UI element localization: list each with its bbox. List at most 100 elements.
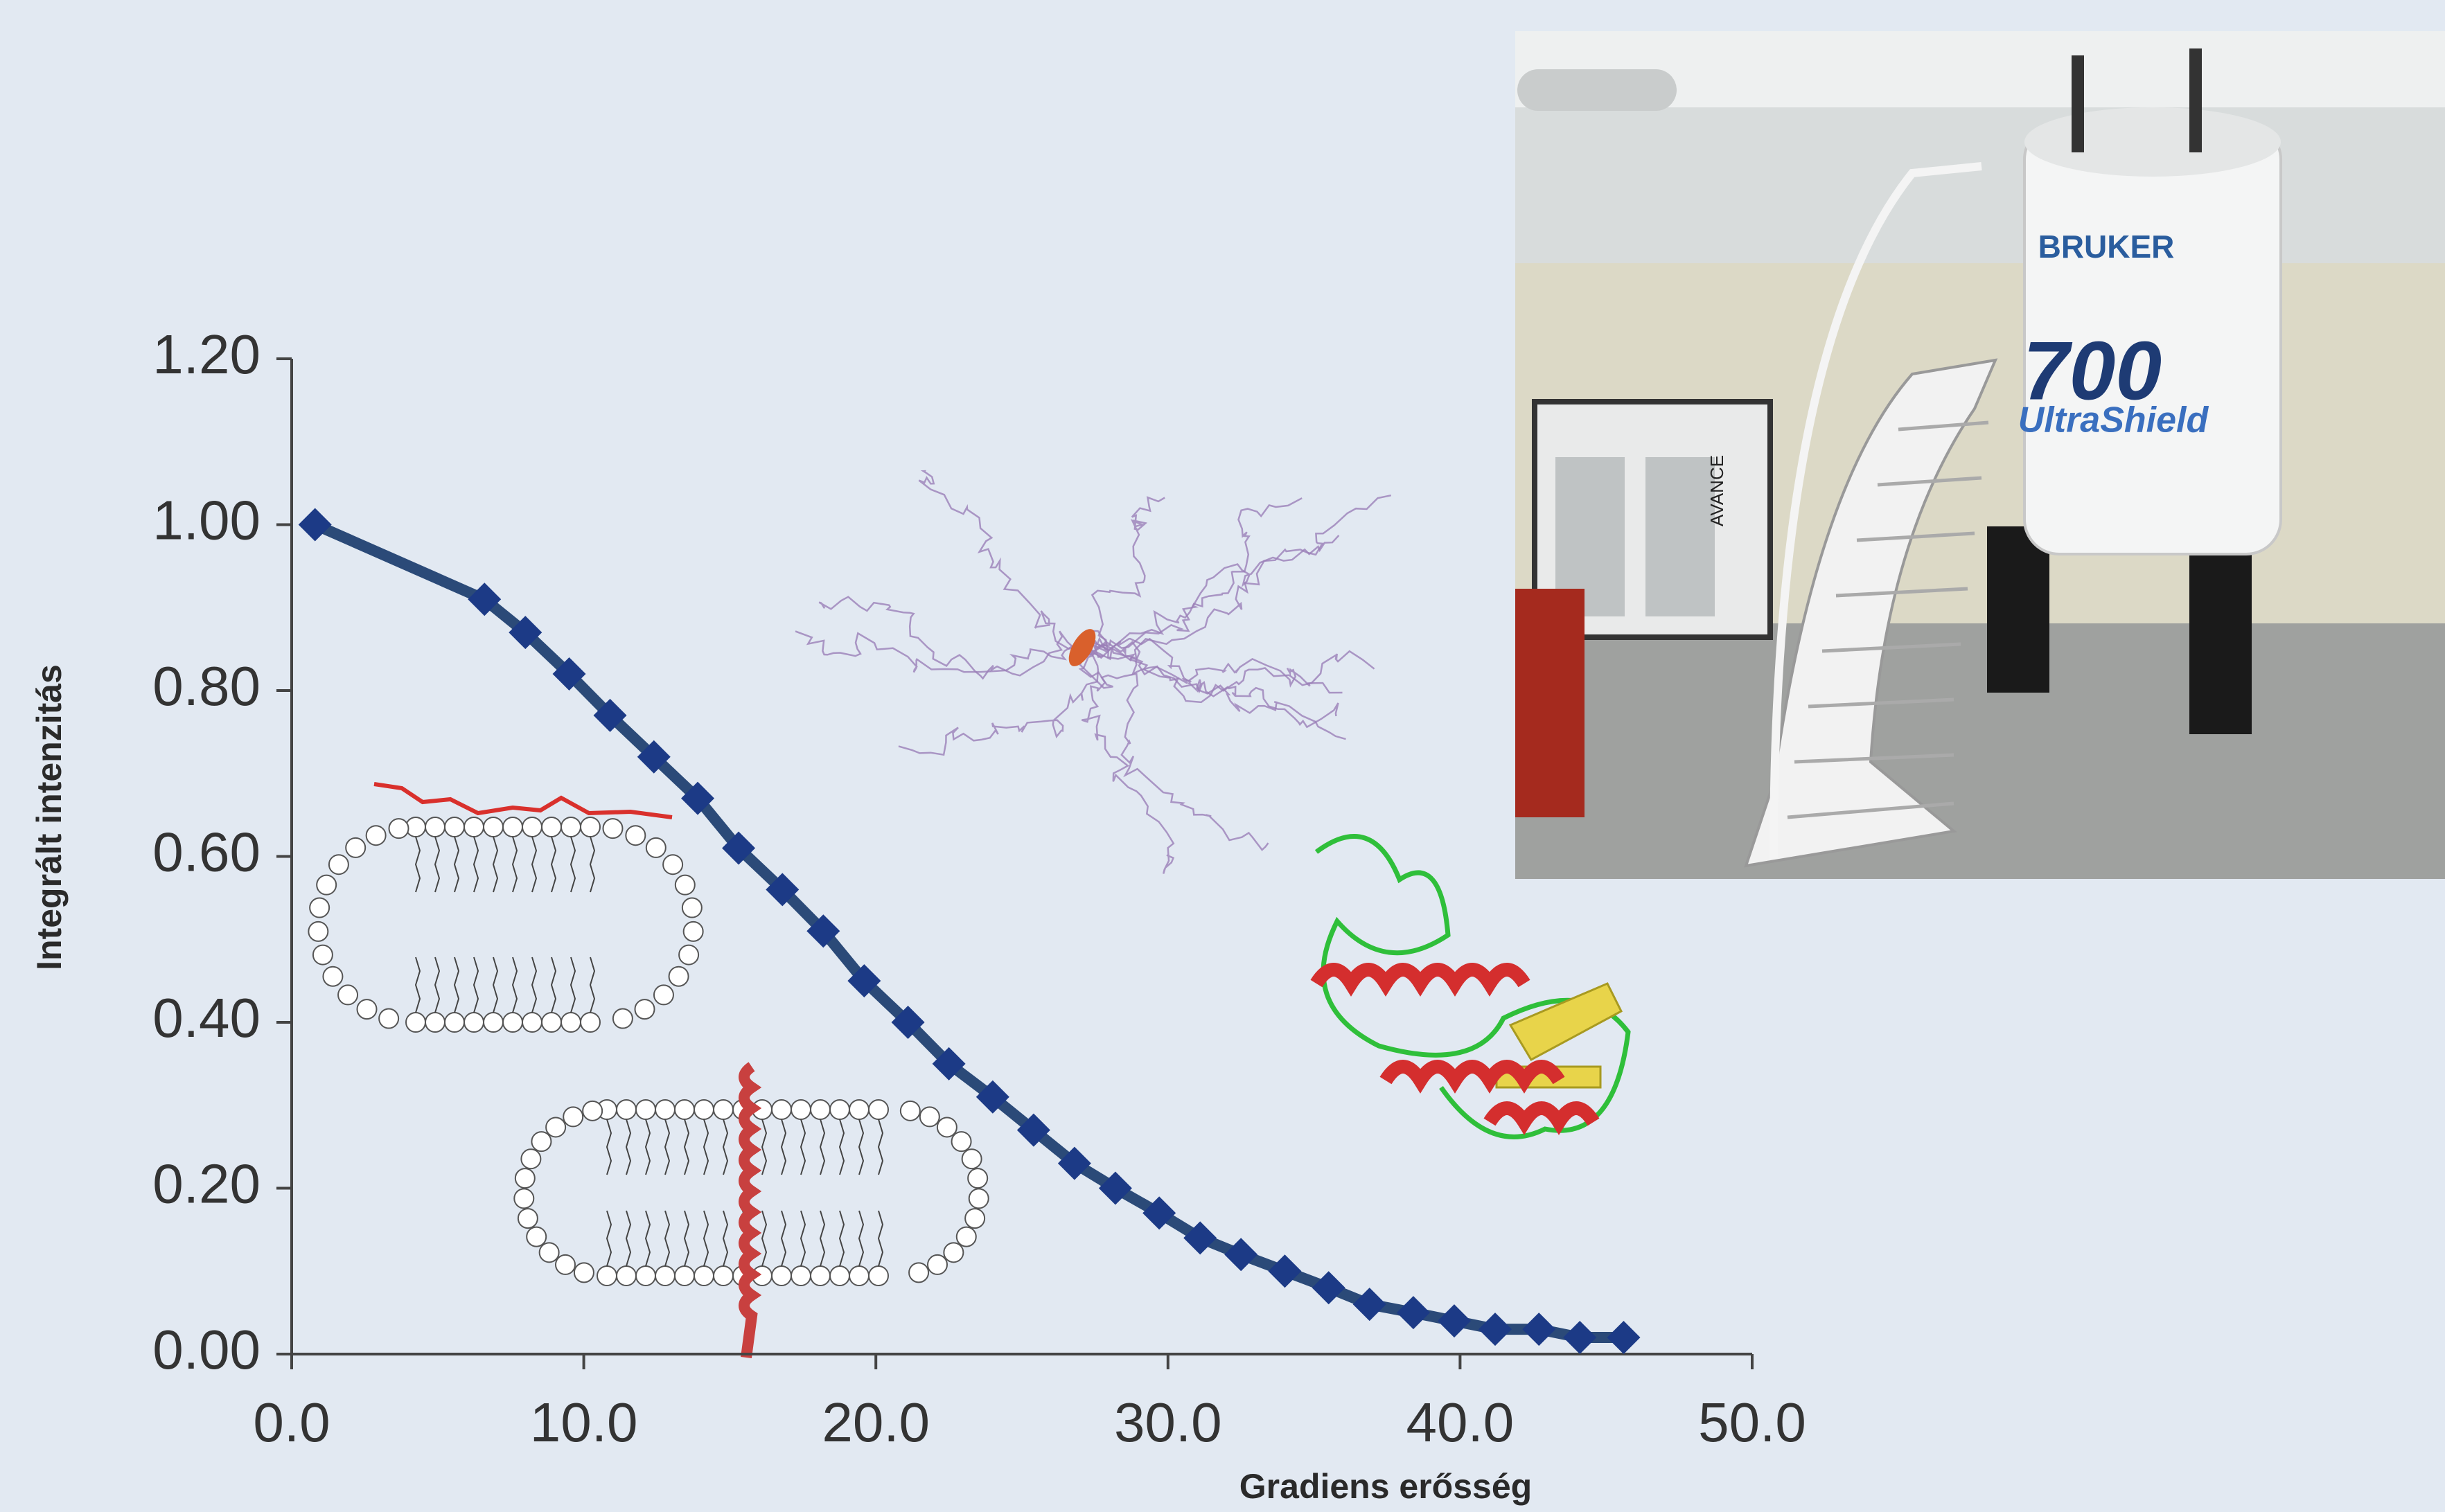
lipid-head xyxy=(655,1100,675,1119)
x-tick-label: 50.0 xyxy=(1698,1391,1806,1453)
lipid-head xyxy=(542,1013,561,1032)
lipid-head xyxy=(329,855,348,874)
lipid-head xyxy=(556,1255,575,1274)
lipid-head xyxy=(928,1255,947,1274)
lipid-head xyxy=(694,1266,714,1286)
lipid-head xyxy=(521,1149,540,1168)
lipid-head xyxy=(406,1013,425,1032)
lipid-head xyxy=(909,1263,928,1282)
lipid-head xyxy=(811,1266,830,1286)
lipid-head xyxy=(527,1227,546,1247)
lipid-head xyxy=(962,1149,982,1168)
lipid-head xyxy=(464,817,484,837)
lipid-head xyxy=(379,1009,398,1029)
lipid-head xyxy=(654,985,673,1004)
lipid-head xyxy=(540,1243,559,1262)
x-tick-label: 30.0 xyxy=(1114,1391,1222,1453)
lipid-head xyxy=(542,817,561,837)
lipid-head xyxy=(791,1266,811,1286)
lipid-head xyxy=(694,1100,714,1119)
lipid-head xyxy=(313,945,333,965)
lipid-head xyxy=(581,817,600,837)
lipid-head xyxy=(367,826,386,845)
lipid-head xyxy=(425,1013,445,1032)
lipid-head xyxy=(901,1101,920,1121)
page: AVANCE BRUKER 700 UltraShield Gradiens e… xyxy=(0,0,2445,1512)
lipid-head xyxy=(830,1266,849,1286)
lipid-head xyxy=(561,817,581,837)
lipid-head xyxy=(563,1107,583,1126)
lipid-head xyxy=(346,838,365,857)
lipid-head xyxy=(546,1117,565,1137)
lipid-head xyxy=(317,875,336,895)
lipid-head xyxy=(425,817,445,837)
lipid-head xyxy=(358,999,377,1019)
lipid-head xyxy=(308,922,328,941)
lipid-head xyxy=(617,1100,636,1119)
lipid-head xyxy=(389,819,409,838)
lipid-head xyxy=(849,1266,869,1286)
y-tick-label: 0.20 xyxy=(152,1153,261,1215)
y-tick-label: 1.00 xyxy=(152,490,261,551)
lipid-head xyxy=(484,817,503,837)
lipid-head xyxy=(583,1101,602,1121)
lipid-head xyxy=(655,1266,675,1286)
photo-console-text: AVANCE xyxy=(1706,455,1727,526)
lipid-head xyxy=(636,1100,655,1119)
lipid-head xyxy=(714,1266,733,1286)
lipid-head xyxy=(811,1100,830,1119)
photo-floor xyxy=(1515,623,2445,879)
lipid-head xyxy=(869,1100,888,1119)
lipid-head xyxy=(957,1227,976,1247)
lipid-head xyxy=(952,1132,971,1151)
photo-console-panel xyxy=(1645,457,1715,616)
lipid-head xyxy=(791,1100,811,1119)
y-tick-label: 0.60 xyxy=(152,821,261,883)
lipid-head xyxy=(646,838,666,857)
lipid-head xyxy=(937,1117,957,1137)
x-tick-label: 0.0 xyxy=(253,1391,330,1453)
lipid-head xyxy=(849,1100,869,1119)
lipid-head xyxy=(965,1209,985,1228)
photo-leg xyxy=(1987,526,2049,693)
lipid-head xyxy=(626,826,645,845)
photo-line: UltraShield xyxy=(2018,400,2209,441)
lipid-head xyxy=(603,819,622,838)
lipid-head xyxy=(682,898,702,918)
lipid-head xyxy=(531,1132,551,1151)
lipid-head xyxy=(522,817,542,837)
lipid-head xyxy=(944,1243,963,1262)
lipid-head xyxy=(613,1009,633,1029)
lipid-head xyxy=(445,1013,464,1032)
helix xyxy=(744,1067,752,1358)
lipid-head xyxy=(772,1266,791,1286)
lipid-head xyxy=(522,1013,542,1032)
lipid-head xyxy=(514,1189,533,1208)
photo: AVANCE BRUKER 700 UltraShield xyxy=(1515,31,2445,879)
lipid-head xyxy=(772,1100,791,1119)
lipid-head xyxy=(464,1013,484,1032)
photo-chair xyxy=(1515,589,1585,817)
lipid-head xyxy=(635,999,655,1019)
lipid-head xyxy=(676,875,695,895)
chart: AVANCE BRUKER 700 UltraShield Gradiens e… xyxy=(0,0,2445,1512)
lipid-head xyxy=(684,922,703,941)
lipid-head xyxy=(669,967,689,986)
photo-brand: BRUKER xyxy=(2038,229,2175,265)
lipid-head xyxy=(484,1013,503,1032)
y-tick-label: 1.20 xyxy=(152,323,261,385)
lipid-head xyxy=(675,1266,694,1286)
lipid-head xyxy=(597,1266,617,1286)
x-tick-label: 20.0 xyxy=(822,1391,930,1453)
lipid-head xyxy=(503,1013,522,1032)
lipid-head xyxy=(663,855,682,874)
lipid-head xyxy=(323,967,342,986)
lipid-head xyxy=(561,1013,581,1032)
photo-tower xyxy=(2189,48,2202,152)
y-tick-label: 0.80 xyxy=(152,655,261,717)
lipid-head xyxy=(338,985,358,1004)
lipid-head xyxy=(679,945,698,965)
lipid-head xyxy=(714,1100,733,1119)
lipid-head xyxy=(968,1168,987,1188)
lipid-head xyxy=(636,1266,655,1286)
